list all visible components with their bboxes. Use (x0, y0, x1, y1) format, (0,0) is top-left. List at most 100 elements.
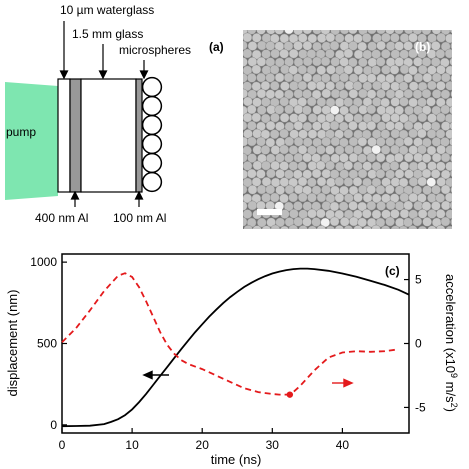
waterglass-label: 10 µm waterglass (60, 3, 155, 17)
waterglass-layer (57, 78, 71, 193)
sample-schematic (5, 21, 163, 207)
microsphere (417, 48, 427, 59)
microsphere (260, 97, 271, 107)
microsphere (265, 72, 276, 83)
microsphere (279, 48, 290, 59)
microsphere (275, 168, 285, 179)
microsphere-column (141, 76, 163, 193)
microsphere (329, 40, 340, 51)
microsphere (280, 64, 290, 75)
microsphere (431, 152, 442, 163)
microsphere (256, 169, 266, 179)
microsphere (251, 33, 262, 43)
microsphere (315, 160, 326, 171)
microsphere (430, 121, 441, 132)
microsphere (403, 88, 414, 99)
microsphere (381, 112, 391, 123)
microsphere (348, 200, 358, 211)
microsphere (353, 65, 364, 75)
microsphere (403, 120, 414, 131)
microsphere (348, 120, 358, 131)
microsphere (320, 73, 331, 84)
microsphere (422, 185, 432, 195)
microsphere (321, 200, 332, 211)
microsphere (334, 145, 345, 155)
microsphere (325, 32, 336, 43)
microsphere (445, 161, 455, 172)
microsphere (416, 128, 427, 139)
panel-b: (b) (228, 16, 465, 236)
microsphere (389, 161, 400, 171)
microsphere (440, 89, 451, 100)
microsphere (256, 72, 266, 83)
microsphere (417, 208, 428, 219)
microsphere (398, 177, 409, 188)
x-tick-label: 20 (196, 438, 210, 452)
microsphere (293, 120, 304, 131)
microsphere (302, 56, 313, 67)
microsphere (412, 216, 423, 227)
microsphere (252, 160, 263, 171)
microsphere (266, 168, 276, 179)
microsphere (366, 184, 377, 195)
microsphere (358, 88, 368, 99)
y-right-tick-label: -5 (415, 400, 426, 414)
microsphere (430, 168, 441, 179)
microsphere (307, 33, 318, 44)
microsphere (252, 145, 263, 155)
microsphere (334, 113, 345, 124)
al-100-label: 100 nm Al (113, 211, 167, 225)
microsphere (393, 152, 404, 163)
microsphere (242, 161, 253, 171)
microsphere (390, 113, 400, 123)
microsphere (251, 177, 262, 187)
microsphere (302, 72, 313, 83)
microsphere (256, 136, 266, 147)
y-left-tick-label: 500 (37, 337, 57, 351)
microsphere (431, 201, 441, 211)
microsphere (371, 65, 381, 76)
microsphere (320, 217, 331, 228)
microsphere (316, 65, 327, 76)
microsphere (270, 112, 280, 123)
scale-bar (257, 209, 282, 215)
right-arrow (332, 378, 354, 388)
al-100-layer (135, 78, 143, 193)
al-400-label: 400 nm Al (35, 211, 89, 225)
microsphere (297, 144, 308, 155)
microsphere (307, 113, 318, 123)
microsphere (251, 112, 262, 123)
microsphere (381, 64, 391, 75)
microsphere (315, 80, 326, 91)
microsphere (247, 153, 257, 163)
microsphere (246, 120, 257, 131)
acceleration-marker (286, 391, 294, 398)
microsphere (399, 96, 409, 107)
microsphere (408, 65, 418, 76)
displacement-line (61, 267, 410, 428)
microsphere (141, 152, 163, 174)
microsphere (408, 128, 418, 139)
microsphere (334, 97, 345, 108)
microsphere (398, 129, 409, 140)
microsphere (256, 105, 267, 116)
microsphere (283, 72, 294, 83)
microsphere (353, 192, 363, 203)
microsphere (246, 104, 257, 115)
microsphere (431, 89, 442, 99)
microsphere (343, 177, 354, 187)
microsphere (261, 160, 271, 171)
microsphere (431, 72, 442, 83)
microsphere (242, 209, 253, 219)
microsphere (247, 184, 258, 195)
microsphere (403, 41, 413, 51)
y-axis-right-label: acceleration (x109 m/s2) (443, 274, 459, 412)
microsphere (426, 128, 437, 139)
microsphere (385, 120, 396, 131)
microsphere (343, 128, 354, 139)
microsphere (344, 80, 355, 91)
microsphere (348, 136, 359, 147)
microsphere (141, 76, 163, 98)
microsphere (390, 97, 401, 107)
microsphere (389, 32, 400, 43)
